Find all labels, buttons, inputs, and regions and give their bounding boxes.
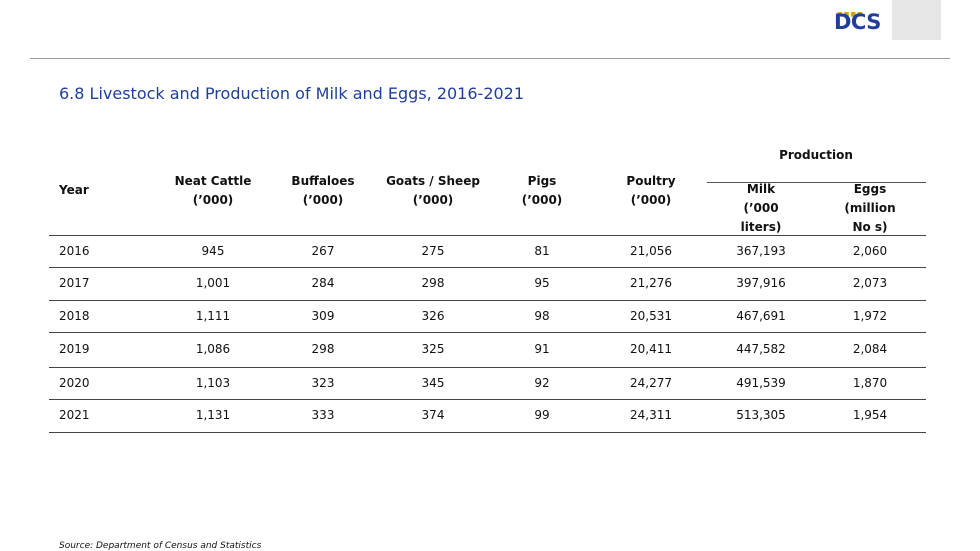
header-production: Production — [779, 148, 853, 162]
cell-neat-cattle: 1,086 — [195, 342, 231, 356]
cell-year: 2017 — [59, 276, 90, 290]
cell-neat-cattle: 1,103 — [195, 376, 231, 390]
table-row: 2017 1,001 284 298 95 21,276 397,916 2,073 — [49, 268, 926, 300]
cell-poultry: 24,311 — [630, 408, 672, 422]
cell-poultry: 24,277 — [630, 376, 672, 390]
table-row: 2021 1,131 333 374 99 24,311 513,305 1,954 — [49, 400, 926, 432]
cell-year: 2019 — [59, 342, 90, 356]
cell-pigs: 98 — [534, 309, 550, 323]
row-divider — [49, 267, 926, 268]
cell-goats-sheep: 298 — [421, 276, 445, 290]
table-row: 2020 1,103 323 345 92 24,277 491,539 1,870 — [49, 368, 926, 400]
cell-eggs: 2,073 — [852, 276, 888, 290]
cell-pigs: 91 — [534, 342, 550, 356]
cell-milk: 447,582 — [736, 342, 786, 356]
cell-eggs: 2,060 — [852, 244, 888, 258]
cell-milk: 467,691 — [736, 309, 786, 323]
cell-year: 2016 — [59, 244, 90, 258]
row-divider — [49, 399, 926, 400]
row-divider — [49, 332, 926, 333]
cell-poultry: 20,411 — [630, 342, 672, 356]
header-poultry: Poultry (’000) — [626, 174, 676, 207]
cell-buffaloes: 284 — [311, 276, 335, 290]
cell-year: 2018 — [59, 309, 90, 323]
cell-pigs: 81 — [534, 244, 550, 258]
production-divider — [707, 182, 926, 183]
cell-poultry: 20,531 — [630, 309, 672, 323]
table-row: 2018 1,111 309 326 98 20,531 467,691 1,972 — [49, 301, 926, 333]
header-buffaloes: Buffaloes (’000) — [291, 174, 355, 207]
header-rule — [49, 235, 926, 236]
table-row: 2019 1,086 298 325 91 20,411 447,582 2,084 — [49, 334, 926, 366]
corner-box — [892, 0, 941, 40]
logo-dots: ■■■■ — [837, 11, 864, 18]
cell-goats-sheep: 326 — [421, 309, 445, 323]
header-eggs: Eggs (million No s) — [844, 182, 896, 234]
cell-goats-sheep: 374 — [421, 408, 445, 422]
cell-milk: 491,539 — [736, 376, 786, 390]
header-year: Year — [59, 183, 89, 197]
cell-neat-cattle: 1,001 — [195, 276, 231, 290]
header-divider — [30, 58, 950, 59]
cell-year: 2021 — [59, 408, 90, 422]
cell-buffaloes: 333 — [311, 408, 335, 422]
cell-eggs: 1,954 — [852, 408, 888, 422]
cell-goats-sheep: 325 — [421, 342, 445, 356]
cell-milk: 513,305 — [736, 408, 786, 422]
header-goats-sheep: Goats / Sheep (’000) — [386, 174, 480, 207]
row-divider — [49, 367, 926, 368]
source-note: Source: Department of Census and Statist… — [59, 541, 262, 551]
row-divider — [49, 432, 926, 433]
cell-buffaloes: 298 — [311, 342, 335, 356]
cell-eggs: 1,870 — [852, 376, 888, 390]
cell-pigs: 95 — [534, 276, 550, 290]
row-divider — [49, 300, 926, 301]
cell-buffaloes: 267 — [311, 244, 335, 258]
cell-buffaloes: 309 — [311, 309, 335, 323]
cell-year: 2020 — [59, 376, 90, 390]
cell-eggs: 2,084 — [852, 342, 888, 356]
cell-neat-cattle: 945 — [201, 244, 225, 258]
cell-neat-cattle: 1,111 — [195, 309, 231, 323]
cell-poultry: 21,276 — [630, 276, 672, 290]
header-neat-cattle: Neat Cattle (’000) — [174, 174, 252, 207]
cell-eggs: 1,972 — [852, 309, 888, 323]
dcs-logo: DCS — [834, 10, 881, 34]
cell-pigs: 92 — [534, 376, 550, 390]
cell-goats-sheep: 345 — [421, 376, 445, 390]
cell-goats-sheep: 275 — [421, 244, 445, 258]
cell-poultry: 21,056 — [630, 244, 672, 258]
cell-milk: 397,916 — [736, 276, 786, 290]
cell-buffaloes: 323 — [311, 376, 335, 390]
page-title: 6.8 Livestock and Production of Milk and… — [59, 84, 525, 103]
cell-milk: 367,193 — [736, 244, 786, 258]
table-row: 2016 945 267 275 81 21,056 367,193 2,060 — [49, 236, 926, 268]
cell-neat-cattle: 1,131 — [195, 408, 231, 422]
header-pigs: Pigs (’000) — [521, 174, 563, 207]
cell-pigs: 99 — [534, 408, 550, 422]
header-milk: Milk (’000 liters) — [740, 182, 782, 234]
